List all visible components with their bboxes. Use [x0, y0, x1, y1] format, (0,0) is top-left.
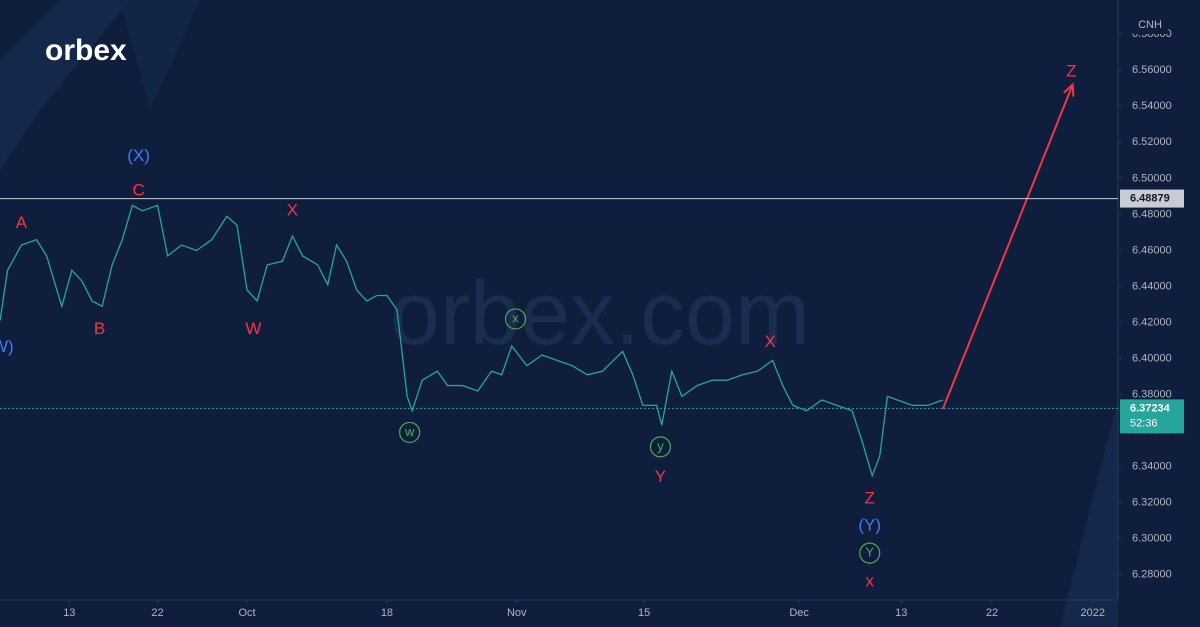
- decor: [0, 0, 130, 170]
- wave-label: C: [133, 180, 145, 199]
- watermark: orbex.com: [390, 264, 810, 364]
- x-tick-label: 15: [638, 607, 650, 619]
- price-line: [0, 204, 944, 478]
- symbol-box: [1132, 14, 1168, 34]
- symbol: CNH: [1138, 19, 1162, 31]
- price-box: [1120, 189, 1184, 208]
- y-tick-label: 6.40000: [1132, 352, 1172, 364]
- wave-label: W: [245, 319, 261, 338]
- wave-label: x: [512, 310, 519, 325]
- wave-label: Y: [865, 545, 874, 560]
- y-tick-label: 6.50000: [1132, 172, 1172, 184]
- wave-label: (Y): [858, 516, 881, 535]
- x-tick-label: 13: [63, 607, 75, 619]
- y-tick-label: 6.46000: [1132, 244, 1172, 256]
- price-box: [1120, 399, 1184, 434]
- wave-label: B: [94, 319, 105, 338]
- y-tick-label: 6.28000: [1132, 569, 1172, 581]
- wave-circle: [859, 542, 881, 564]
- wave-label: (X): [127, 146, 150, 165]
- wave-circle: [649, 436, 672, 458]
- wave-label: X: [287, 200, 298, 219]
- wave-label: Z: [1066, 62, 1076, 81]
- y-tick-label: 6.56000: [1132, 64, 1172, 76]
- y-tick-label: 6.52000: [1132, 136, 1172, 148]
- wave-label: A: [16, 213, 28, 232]
- wave-label: Y: [655, 467, 666, 486]
- y-tick-label: 6.38000: [1132, 389, 1172, 401]
- wave-circle: [399, 421, 421, 444]
- decor: [120, 0, 200, 110]
- y-tick-label: 6.44000: [1132, 280, 1172, 292]
- countdown: 52:36: [1130, 417, 1158, 429]
- x-tick-label: Oct: [238, 607, 255, 619]
- wave-label: X: [764, 332, 775, 351]
- x-tick-label: 22: [151, 607, 163, 619]
- arrow-head: [1063, 82, 1075, 97]
- x-tick-label: 22: [986, 607, 998, 619]
- projection-line: [941, 84, 1074, 410]
- y-tick-label: 6.42000: [1132, 316, 1172, 328]
- x-tick-label: Dec: [789, 607, 809, 619]
- wave-label: Z: [865, 489, 875, 508]
- y-tick-label: 6.34000: [1132, 461, 1172, 473]
- decor: [1060, 400, 1118, 627]
- price-label: 6.37234: [1130, 402, 1171, 414]
- x-tick-label: 2022: [1081, 607, 1105, 619]
- y-tick-label: 6.30000: [1132, 533, 1172, 545]
- y-tick-label: 6.54000: [1132, 100, 1172, 112]
- price-label: 6.48879: [1130, 192, 1170, 204]
- y-tick-label: 6.48000: [1132, 208, 1172, 220]
- wave-label: x: [865, 571, 874, 590]
- x-tick-label: Nov: [507, 607, 527, 619]
- logo: orbex: [45, 34, 127, 67]
- wave-label: y: [657, 438, 664, 453]
- x-tick-label: 13: [895, 607, 907, 619]
- wave-circle: [504, 308, 527, 330]
- wave-label: (W): [0, 337, 14, 356]
- x-tick-label: 18: [381, 607, 393, 619]
- y-tick-label: 6.32000: [1132, 497, 1172, 509]
- wave-label: w: [404, 424, 415, 439]
